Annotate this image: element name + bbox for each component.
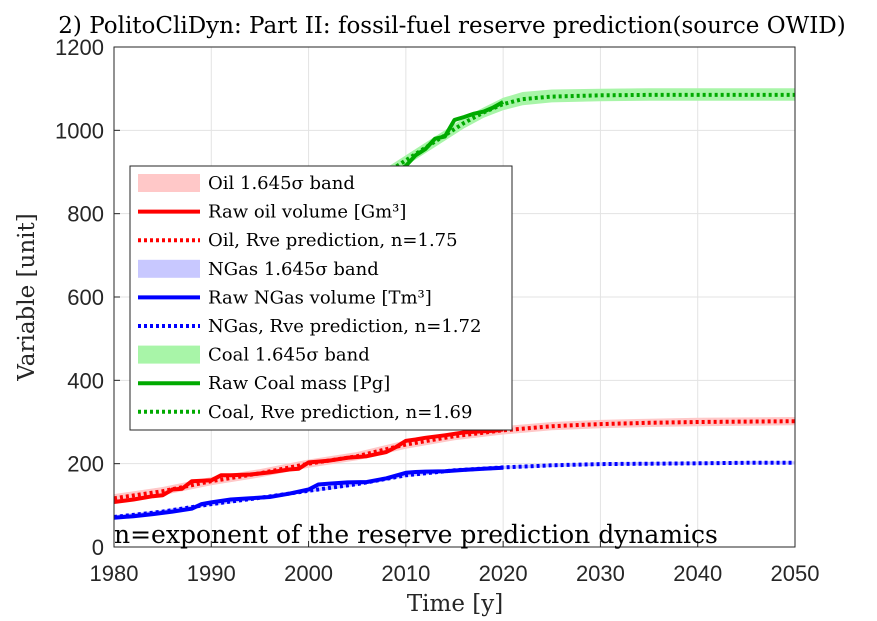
x-tick-label: 2000 <box>284 561 333 586</box>
x-tick-label: 2040 <box>673 561 722 586</box>
legend: Oil 1.645σ band Raw oil volume [Gm³] Oil, … <box>129 165 513 431</box>
legend-swatch-gas_band <box>138 259 200 278</box>
annotation-text: n=exponent of the reserve prediction dyn… <box>114 520 718 549</box>
legend-swatch-oil_band <box>138 174 200 192</box>
legend-label-oil_raw: Raw oil volume [Gm³] <box>208 202 406 223</box>
legend-label-oil_band: Oil 1.645σ band <box>208 173 355 194</box>
x-tick-label: 2020 <box>479 561 528 586</box>
y-ticks: 0 200 400 600 800 1000 1200 <box>55 35 120 560</box>
y-tick-label: 600 <box>67 285 104 310</box>
legend-label-oil_pred: Oil, Rve prediction, n=1.75 <box>208 230 458 251</box>
chart-title: 2) PolitoCliDyn: Part II: fossil-fuel re… <box>58 13 845 39</box>
legend-label-gas_raw: Raw NGas volume [Tm³] <box>208 287 432 308</box>
x-axis-label: Time [y] <box>407 591 503 617</box>
x-tick-label: 2010 <box>381 561 430 586</box>
y-tick-label: 0 <box>92 535 104 560</box>
series-lines <box>113 92 796 520</box>
legend-label-coal_raw: Raw Coal mass [Pg] <box>208 373 390 394</box>
legend-label-coal_band: Coal 1.645σ band <box>208 345 370 366</box>
y-axis-label: Variable [unit] <box>14 213 40 381</box>
x-tick-label: 1990 <box>187 561 236 586</box>
legend-label-coal_pred: Coal, Rve prediction, n=1.69 <box>208 402 472 423</box>
legend-label-gas_band: NGas 1.645σ band <box>208 259 379 280</box>
oil_pred-line <box>113 419 796 501</box>
y-tick-label: 200 <box>67 452 104 477</box>
y-tick-label: 1200 <box>55 35 104 60</box>
y-tick-label: 400 <box>67 368 104 393</box>
y-tick-label: 1000 <box>55 118 104 143</box>
legend-label-gas_pred: NGas, Rve prediction, n=1.72 <box>208 316 481 337</box>
y-tick-label: 800 <box>67 202 104 227</box>
legend-swatch-coal_band <box>138 345 200 364</box>
coal_pred-line <box>385 92 795 175</box>
x-tick-label: 1980 <box>90 561 139 586</box>
x-ticks: 1980 1990 2000 2010 2020 2030 2040 2050 <box>90 541 820 586</box>
gas_pred-line <box>113 460 795 519</box>
x-tick-label: 2030 <box>576 561 625 586</box>
x-tick-label: 2050 <box>771 561 820 586</box>
